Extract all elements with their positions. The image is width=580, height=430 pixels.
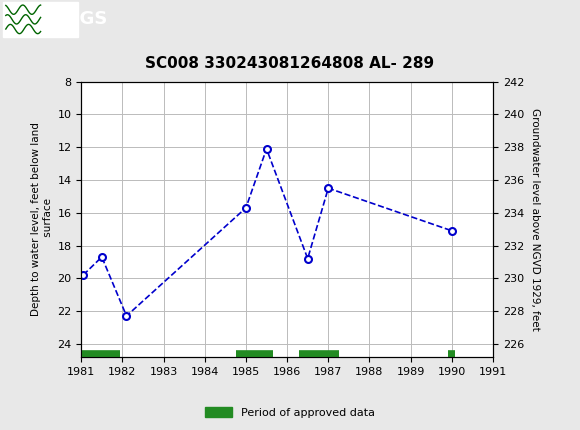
Y-axis label: Groundwater level above NGVD 1929, feet: Groundwater level above NGVD 1929, feet (530, 108, 539, 331)
Text: USGS: USGS (52, 10, 107, 28)
FancyBboxPatch shape (3, 2, 78, 37)
Legend: Period of approved data: Period of approved data (200, 403, 380, 422)
Y-axis label: Depth to water level, feet below land
 surface: Depth to water level, feet below land su… (31, 123, 53, 316)
Text: SC008 330243081264808 AL- 289: SC008 330243081264808 AL- 289 (146, 56, 434, 71)
